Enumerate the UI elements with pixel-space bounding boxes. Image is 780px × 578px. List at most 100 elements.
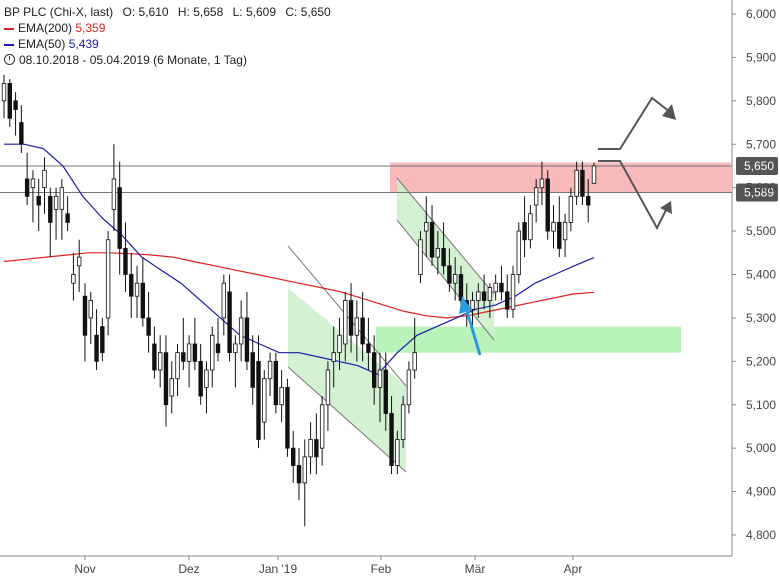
candle-body xyxy=(418,239,423,275)
candle-body xyxy=(140,282,146,319)
close-label: C: xyxy=(285,5,298,19)
candle-body xyxy=(325,369,331,406)
candle-body xyxy=(354,317,360,336)
candle-body xyxy=(331,352,336,362)
ema200-value: 5,359 xyxy=(75,21,106,35)
candle-body xyxy=(88,300,93,319)
y-tick-label: 5,700 xyxy=(746,137,776,151)
x-tick-label: Dez xyxy=(178,562,199,576)
candle-body xyxy=(134,282,140,297)
candle-body xyxy=(198,360,203,397)
candle-body xyxy=(82,295,88,336)
candle-body xyxy=(146,317,151,336)
candle-body xyxy=(505,291,510,310)
candle-body xyxy=(279,386,284,406)
candle-body xyxy=(291,447,296,466)
candle-body xyxy=(48,195,53,223)
grid xyxy=(0,0,733,557)
instrument-name: BP PLC (Chi-X, last) xyxy=(4,5,114,19)
candle-body xyxy=(545,178,550,232)
candle-body xyxy=(510,274,516,310)
support-arrow-head xyxy=(459,296,472,314)
candle-body xyxy=(406,369,412,406)
x-tick-label: Apr xyxy=(564,562,583,576)
candle-body xyxy=(319,404,325,449)
candle-body xyxy=(470,300,475,310)
candle-body xyxy=(285,386,290,449)
candle-body xyxy=(435,248,441,258)
resistance-zone xyxy=(390,162,732,193)
support-zone xyxy=(376,326,681,353)
y-tick-label: 5,500 xyxy=(746,224,776,238)
ema200-label: EMA(200) xyxy=(18,21,73,35)
y-tick-label: 5,300 xyxy=(746,311,776,325)
channel-1-lower xyxy=(287,366,407,473)
legend-ema200: EMA(200) 5,359 xyxy=(4,20,331,36)
low-value: 5,609 xyxy=(245,5,276,19)
candle-body xyxy=(163,352,169,406)
x-tick-label: Mär xyxy=(465,562,486,576)
candle-body xyxy=(76,256,82,267)
candle-body xyxy=(221,282,227,319)
candle-body xyxy=(267,360,273,380)
open-label: O: xyxy=(122,5,136,19)
high-label: H: xyxy=(177,5,190,19)
y-tick-label: 5,400 xyxy=(746,268,776,282)
candle-body xyxy=(111,178,117,210)
candle-body xyxy=(233,343,238,354)
channel-2-lower xyxy=(396,219,495,341)
candle-body xyxy=(244,317,250,362)
candle-body xyxy=(562,221,568,241)
candle-body xyxy=(262,378,267,423)
y-tick-label: 4,900 xyxy=(746,485,776,499)
candle-body xyxy=(395,439,400,466)
y-tick-label: 5,200 xyxy=(746,354,776,368)
candle-body xyxy=(383,369,388,414)
candle-body xyxy=(94,334,99,362)
ema200-swatch xyxy=(4,27,14,30)
candle-body xyxy=(250,352,255,388)
y-tick-label: 5,800 xyxy=(746,94,776,108)
candle-body xyxy=(400,404,406,440)
y-tick-label: 5,100 xyxy=(746,398,776,412)
candle-body xyxy=(458,274,464,301)
candle-body xyxy=(210,334,215,371)
candle-body xyxy=(129,274,134,297)
horizontal-lines: 5,650 5,589 xyxy=(0,156,778,202)
price-badge xyxy=(736,183,778,202)
candle-body xyxy=(71,274,76,284)
candle-body xyxy=(100,326,105,354)
ema50-value: 5,439 xyxy=(68,37,99,51)
y-tick-label: 4,800 xyxy=(746,528,776,542)
candle-body xyxy=(308,439,313,458)
candle-body xyxy=(152,343,157,371)
candle-body xyxy=(516,230,522,275)
candle-body xyxy=(302,456,307,484)
low-label: L: xyxy=(232,5,243,19)
y-tick-label: 5,600 xyxy=(746,181,776,195)
candle-body xyxy=(360,317,365,345)
date-range: 08.10.2018 - 05.04.2019 xyxy=(19,53,150,67)
candle-body xyxy=(533,187,539,206)
candle-body xyxy=(53,195,59,210)
candle-body xyxy=(30,178,36,189)
x-tick-label: Nov xyxy=(74,562,95,576)
candle-body xyxy=(551,221,556,232)
candle-body xyxy=(227,291,232,354)
candle-body xyxy=(296,465,302,484)
candle-body xyxy=(169,378,174,397)
candle-body xyxy=(42,169,47,189)
legend-ema50: EMA(50) 5,439 xyxy=(4,36,331,52)
candle-body xyxy=(186,343,192,362)
candle-body xyxy=(389,413,394,466)
annotations xyxy=(459,96,676,356)
candle-body xyxy=(256,360,261,440)
candle-body xyxy=(337,334,342,354)
price-badge-label: 5,650 xyxy=(744,159,774,173)
ema50-label: EMA(50) xyxy=(18,37,66,51)
y-tick-label: 5,900 xyxy=(746,50,776,64)
projection-up xyxy=(598,96,671,150)
candle-body xyxy=(192,343,198,362)
period: (6 Monate, 1 Tag) xyxy=(153,53,247,67)
